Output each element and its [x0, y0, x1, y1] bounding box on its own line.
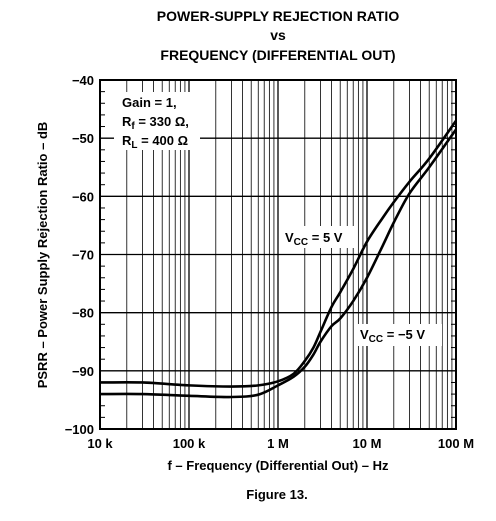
series-label-vcc-neg5v-backdrop — [356, 324, 442, 346]
series-label-vcc-5v-backdrop — [280, 226, 356, 248]
y-tick-label: −60 — [72, 189, 94, 204]
chart-title-line-2: vs — [270, 27, 286, 43]
annotation-rf-rest: = 330 Ω, — [135, 114, 189, 129]
x-tick-label: 100 k — [173, 436, 206, 451]
y-tick-label: −90 — [72, 364, 94, 379]
y-tick-label: −50 — [72, 131, 94, 146]
figure-caption: Figure 13. — [246, 487, 307, 502]
y-tick-label: −40 — [72, 73, 94, 88]
annotation-rl-rest: = 400 Ω — [138, 133, 189, 148]
conditions-annotation: Gain = 1, Rf = 330 Ω, RL = 400 Ω — [114, 92, 200, 151]
annotation-rl: RL = 400 Ω — [122, 133, 188, 151]
x-axis-label: f – Frequency (Differential Out) – Hz — [167, 458, 389, 473]
annotation-rf-main: R — [122, 114, 132, 129]
y-tick-label: −100 — [65, 422, 94, 437]
x-tick-label: 10 M — [353, 436, 382, 451]
conditions-backdrop — [114, 92, 200, 150]
series-label-vcc-neg5v-text: VCC = −5 V — [360, 327, 425, 345]
annotation-rf-sub: f — [131, 121, 135, 132]
series-label-vcc-5v-text: VCC = 5 V — [285, 230, 343, 248]
series-line-vcc-5v — [99, 119, 458, 388]
x-tick-label: 1 M — [267, 436, 289, 451]
annotation-rf: Rf = 330 Ω, — [122, 114, 189, 132]
annotation-rl-main: R — [122, 133, 132, 148]
y-tick-label: −70 — [72, 248, 94, 263]
series-lines — [99, 119, 458, 399]
annotation-gain: Gain = 1, — [122, 95, 177, 110]
y-tick-label: −80 — [72, 306, 94, 321]
axis-ticks: 10 k 100 k 1 M 10 M 100 M −40 −50 −60 −70 −80 −90 −… — [65, 73, 474, 451]
chart-title-line-1: POWER-SUPPLY REJECTION RATIO — [157, 8, 400, 24]
y-axis-label: PSRR – Power Supply Rejection Ratio – dB — [35, 122, 50, 389]
series-label-vcc-neg5v: VCC = −5 V — [356, 324, 442, 346]
series-label-vcc-5v: VCC = 5 V — [280, 226, 356, 248]
annotation-rl-sub: L — [131, 140, 137, 151]
x-tick-label: 10 k — [87, 436, 113, 451]
x-tick-label: 100 M — [438, 436, 474, 451]
plot-frame — [99, 79, 457, 430]
series-line-vcc-neg5v — [99, 128, 458, 399]
chart-title-line-3: FREQUENCY (DIFFERENTIAL OUT) — [160, 47, 395, 63]
